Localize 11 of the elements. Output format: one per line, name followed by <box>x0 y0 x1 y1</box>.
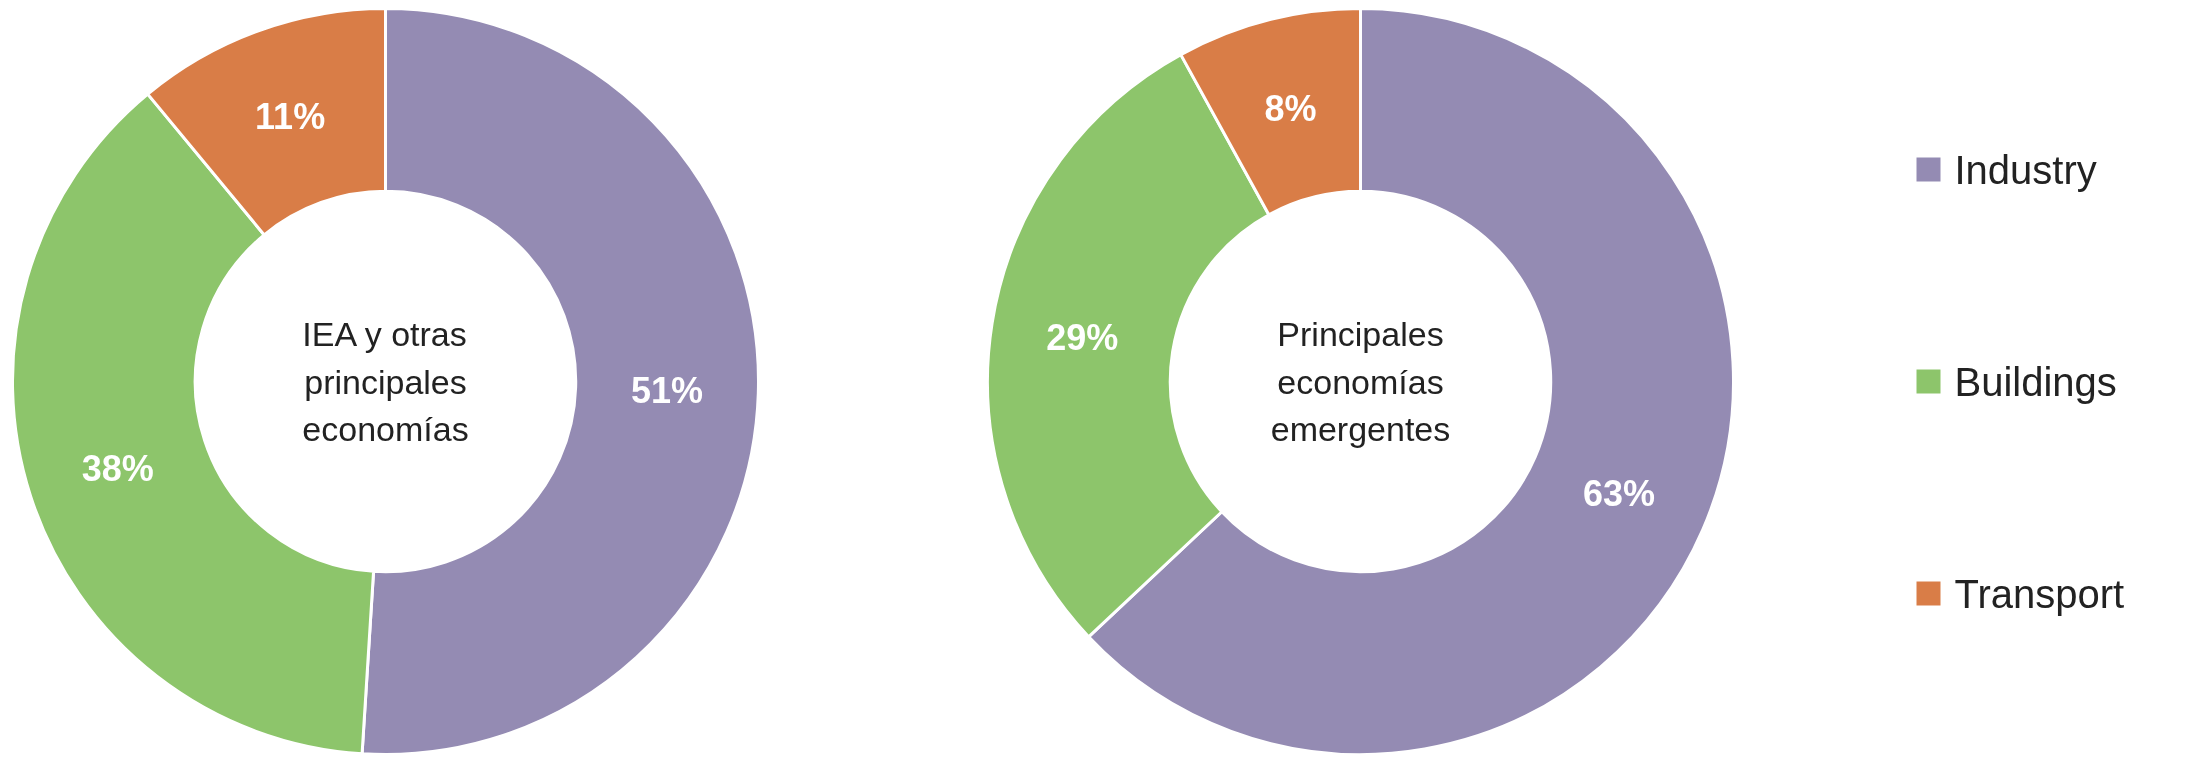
data-label: 51% <box>630 369 704 411</box>
data-label: 29% <box>1046 316 1119 358</box>
data-label: 8% <box>1264 88 1317 130</box>
text: Principales economías emergentes <box>1270 315 1451 448</box>
data-label: 63% <box>1582 472 1655 514</box>
text: IEA y otras principales economías <box>302 315 469 448</box>
data-label: 11% <box>255 96 326 138</box>
legend-label: Transport <box>1954 571 2125 616</box>
data-label: 38% <box>81 448 154 490</box>
legend-label: Industry <box>1954 147 2097 192</box>
legend-label: Buildings <box>1954 359 2117 404</box>
